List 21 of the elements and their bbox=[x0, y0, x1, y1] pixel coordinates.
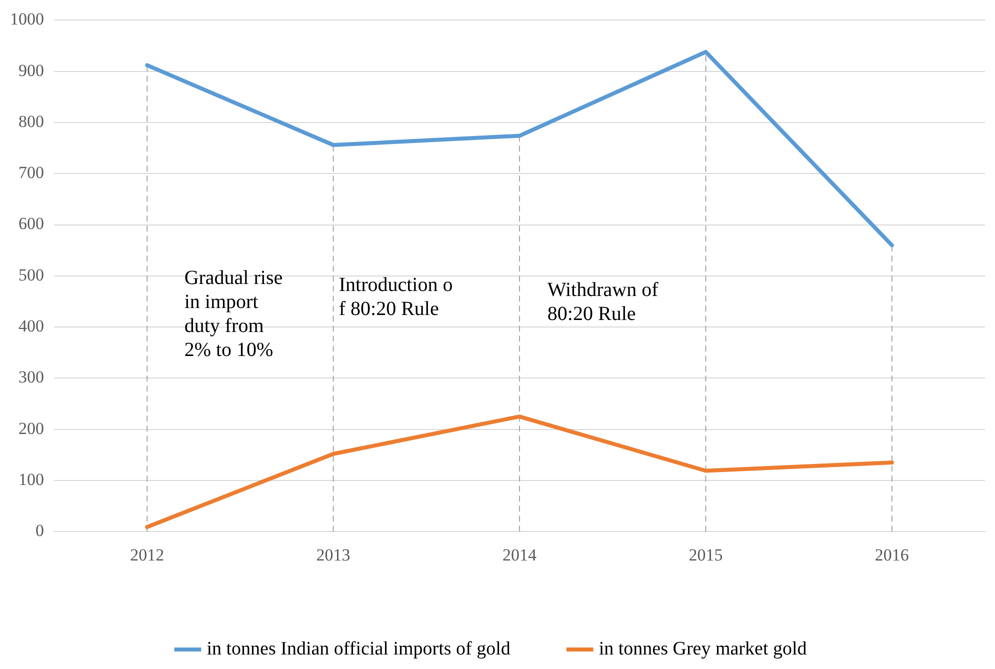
annotation: Gradual rise in import duty from 2% to 10% bbox=[184, 266, 284, 362]
annotation: Introduction of 80:20 Rule bbox=[338, 273, 454, 322]
x-tick-label: 2012 bbox=[130, 545, 164, 564]
y-tick-label: 500 bbox=[18, 265, 44, 284]
y-tick-label: 900 bbox=[18, 60, 44, 80]
annotation: Withdrawn of 80:20 Rule bbox=[547, 278, 660, 326]
legend-label: in tonnes Indian official imports of gold bbox=[206, 638, 511, 660]
x-tick-label: 2014 bbox=[502, 545, 537, 564]
y-tick-label: 0 bbox=[36, 521, 44, 540]
y-tick-label: 300 bbox=[18, 368, 44, 387]
y-tick-label: 200 bbox=[18, 418, 44, 438]
x-tick-label: 2013 bbox=[316, 545, 350, 564]
y-tick-label: 400 bbox=[18, 316, 44, 336]
x-tick-label: 2016 bbox=[874, 545, 909, 564]
y-tick-label: 700 bbox=[18, 163, 44, 182]
x-tick-label: 2015 bbox=[688, 545, 723, 564]
y-tick-label: 800 bbox=[18, 112, 44, 131]
y-tick-label: 1000 bbox=[10, 10, 44, 29]
legend-label: in tonnes Grey market gold bbox=[598, 638, 808, 660]
y-tick-label: 600 bbox=[18, 214, 44, 234]
y-tick-label: 100 bbox=[18, 470, 44, 489]
